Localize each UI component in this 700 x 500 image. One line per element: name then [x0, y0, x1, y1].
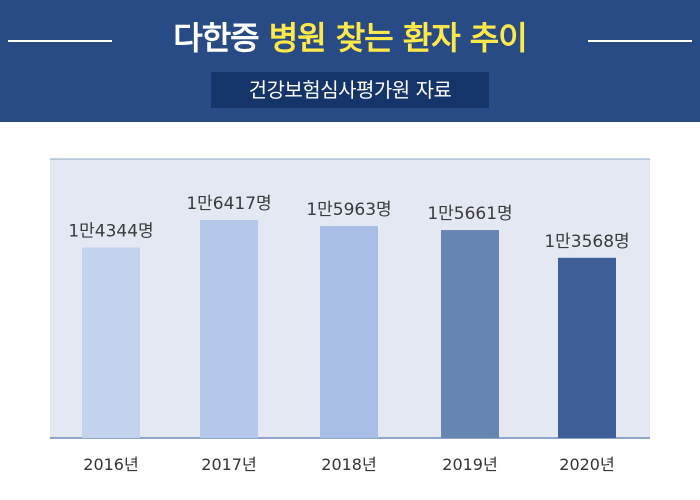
subtitle-box: 건강보험심사평가원 자료 [211, 72, 489, 108]
bar-2 [320, 226, 378, 438]
x-tick-label-0: 2016년 [83, 455, 138, 474]
bar-1 [200, 220, 258, 438]
title-divider-right [588, 40, 692, 42]
data-label-1: 1만6417명 [186, 194, 271, 214]
data-label-2: 1만5963명 [306, 200, 391, 220]
x-tick-label-1: 2017년 [201, 455, 256, 474]
x-tick-label-2: 2018년 [321, 455, 376, 474]
chart-title: 다한증 병원 찾는 환자 추이 [0, 18, 700, 58]
chart-subtitle: 건강보험심사평가원 자료 [248, 78, 452, 102]
data-label-0: 1만4344명 [68, 222, 153, 242]
data-label-3: 1만5661명 [427, 204, 512, 224]
x-tick-label-4: 2020년 [559, 455, 614, 474]
bar-3 [441, 230, 499, 438]
chart-title-part2: 병원 찾는 환자 추이 [268, 19, 528, 57]
bar-0 [82, 247, 140, 438]
title-divider-left [8, 40, 112, 42]
data-label-4: 1만3568명 [544, 232, 629, 252]
header-banner: 다한증 병원 찾는 환자 추이 건강보험심사평가원 자료 [0, 0, 700, 122]
x-tick-label-3: 2019년 [442, 455, 497, 474]
title-row: 다한증 병원 찾는 환자 추이 [0, 14, 700, 64]
chart-title-part1: 다한증 [173, 19, 259, 57]
bar-4 [558, 257, 616, 438]
